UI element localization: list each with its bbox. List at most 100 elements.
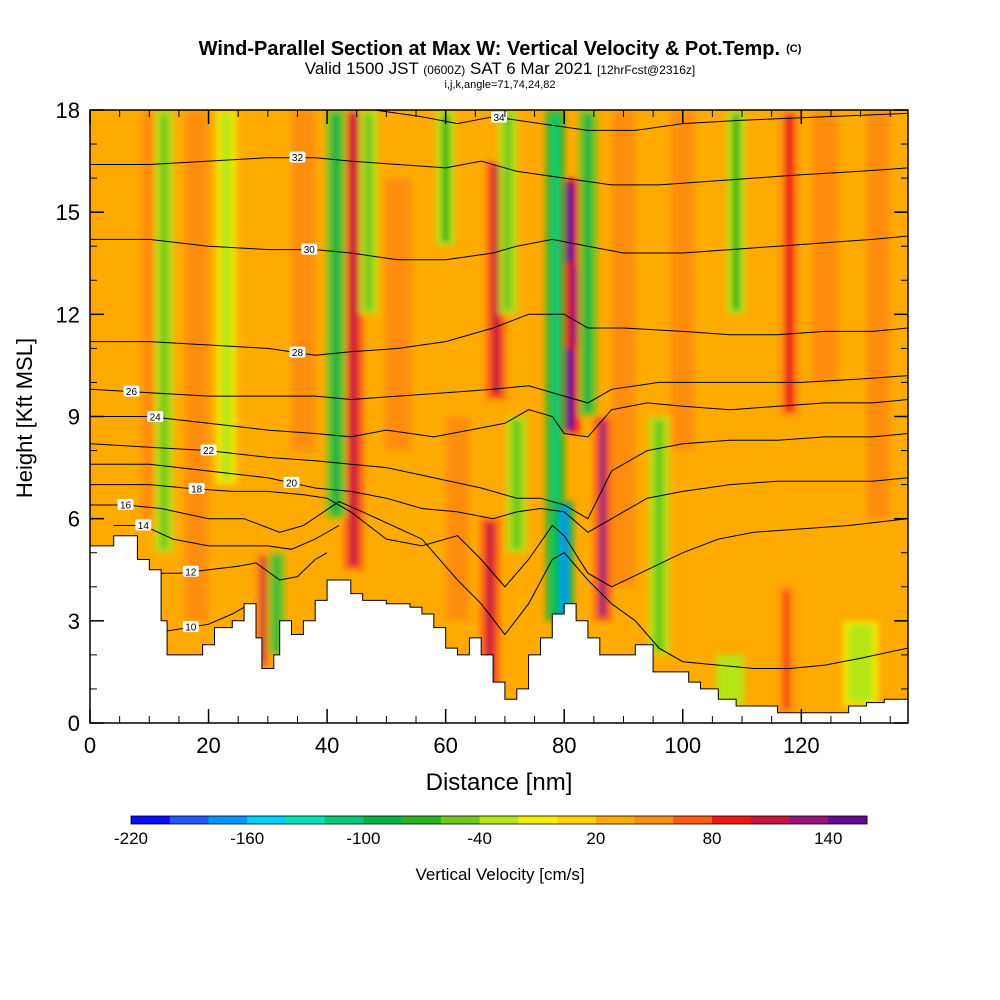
downdraft-band xyxy=(442,114,450,243)
colorbar-swatch xyxy=(828,816,868,824)
colorbar-frame xyxy=(130,815,868,825)
x-tick-label: 0 xyxy=(84,733,96,758)
downdraft-band xyxy=(560,505,568,634)
x-tick-label: 20 xyxy=(196,733,220,758)
isentrope-label-bg xyxy=(289,346,306,358)
isentrope-label: 34 xyxy=(493,113,505,124)
isentrope-contours xyxy=(90,110,908,669)
downdraft-band xyxy=(504,114,512,311)
isentrope-label-bg xyxy=(147,411,164,423)
isentrope-label: 30 xyxy=(304,245,316,256)
updraft-band xyxy=(872,114,885,515)
x-tick-label: 120 xyxy=(783,733,820,758)
isentrope-label: 20 xyxy=(286,478,298,489)
title-tag: (C) xyxy=(786,43,802,55)
updraft-band xyxy=(260,556,266,665)
x-axis-label: Distance [nm] xyxy=(426,769,573,796)
valid-time-b: (0600Z) xyxy=(423,63,466,77)
y-tick-label: 12 xyxy=(56,302,80,327)
isentrope-label: 32 xyxy=(292,153,304,164)
plot-area: 10 12 14 16 18 20 22 24 26 28 30 32 34 xyxy=(90,110,908,723)
isentrope-label: 26 xyxy=(126,387,138,398)
colorbar-swatch xyxy=(479,816,519,824)
colorbar-swatch xyxy=(208,816,248,824)
updraft-band xyxy=(785,114,794,413)
y-axis-label: Height [Kft MSL] xyxy=(12,338,37,498)
updraft-band xyxy=(617,114,630,583)
isentrope-line xyxy=(370,110,908,131)
colorbar-swatch xyxy=(634,816,674,824)
colorbar: -220 -160 -100 -40 20 80 140 xyxy=(114,815,868,848)
isentrope-label: 14 xyxy=(138,521,150,532)
downdraft-band xyxy=(551,114,560,617)
downdraft-band xyxy=(584,114,592,413)
updraft-band xyxy=(784,590,789,709)
downdraft-band xyxy=(848,624,873,702)
isentrope-label-bg xyxy=(301,243,318,255)
valid-time-a: Valid 1500 JST xyxy=(304,59,419,78)
colorbar-swatch xyxy=(712,816,752,824)
y-tick-label: 6 xyxy=(68,507,80,532)
isentrope-label-bg xyxy=(182,621,199,633)
updraft-band xyxy=(147,114,157,515)
colorbar-tick-label: 20 xyxy=(586,829,605,848)
colorbar-swatch xyxy=(247,816,287,824)
isentrope-label-bg xyxy=(283,476,300,488)
valid-time-d: [12hrFcst@2316z] xyxy=(596,63,696,77)
x-tick-label: 100 xyxy=(664,733,701,758)
isentrope-label: 16 xyxy=(120,501,132,512)
y-tick-label: 3 xyxy=(68,609,80,634)
x-axis: 0 20 40 60 80 100 120 xyxy=(84,110,891,758)
y-tick-label: 15 xyxy=(56,200,80,225)
colorbar-swatch xyxy=(131,816,171,824)
title-block: Wind-Parallel Section at Max W: Vertical… xyxy=(0,38,1000,91)
isentrope-label: 18 xyxy=(191,484,203,495)
colorbar-swatch xyxy=(324,816,364,824)
isentrope-line xyxy=(90,399,908,438)
colorbar-swatch xyxy=(440,816,481,824)
x-tick-label: 60 xyxy=(433,733,457,758)
isentrope-label: 24 xyxy=(150,413,162,424)
downdraft-band xyxy=(331,114,341,515)
colorbar-swatch xyxy=(673,816,713,824)
downdraft-band xyxy=(512,420,522,549)
updraft-band xyxy=(190,114,203,617)
colorbar-tick-label: -220 xyxy=(114,829,148,848)
y-tick-label: 0 xyxy=(68,711,80,736)
isentrope-line xyxy=(90,501,908,669)
colorbar-swatch xyxy=(518,816,558,824)
isentrope-label-bg xyxy=(188,482,205,494)
updraft-band xyxy=(349,114,358,566)
isentrope-label-bg xyxy=(289,151,306,163)
downdraft-band xyxy=(654,420,664,651)
isentrope-label: 22 xyxy=(203,446,215,457)
colorbar-tick-label: 140 xyxy=(814,829,842,848)
updraft-band xyxy=(390,182,406,447)
terrain-mask xyxy=(90,535,908,723)
isentrope-label-bg xyxy=(182,565,199,577)
downdraft-band xyxy=(160,114,168,549)
isentrope-label-bg xyxy=(491,111,507,123)
updraft-band xyxy=(599,420,606,617)
downdraft-band xyxy=(732,114,740,311)
isentrope-label-bg xyxy=(135,519,152,531)
isentrope-line xyxy=(90,433,908,520)
x-tick-label: 40 xyxy=(315,733,339,758)
y-tick-label: 9 xyxy=(68,405,80,430)
downdraft-band xyxy=(721,658,740,702)
x-tick-label: 80 xyxy=(552,733,576,758)
isentrope-label: 28 xyxy=(292,348,304,359)
grid-params: i,j,k,angle=71,74,24,82 xyxy=(444,79,556,91)
y-tick-label: 18 xyxy=(56,98,80,123)
colorbar-swatch xyxy=(285,816,326,824)
colorbar-swatch xyxy=(363,816,403,824)
updraft-band xyxy=(492,165,500,396)
updraft-band xyxy=(296,114,310,447)
updraft-band xyxy=(486,522,494,685)
colorbar-tick-label: -160 xyxy=(230,829,264,848)
colorbar-tick-label: -100 xyxy=(346,829,380,848)
colorbar-swatch xyxy=(557,816,597,824)
chart-title-text: Wind-Parallel Section at Max W: Vertical… xyxy=(198,38,781,60)
colorbar-swatch xyxy=(169,816,209,824)
